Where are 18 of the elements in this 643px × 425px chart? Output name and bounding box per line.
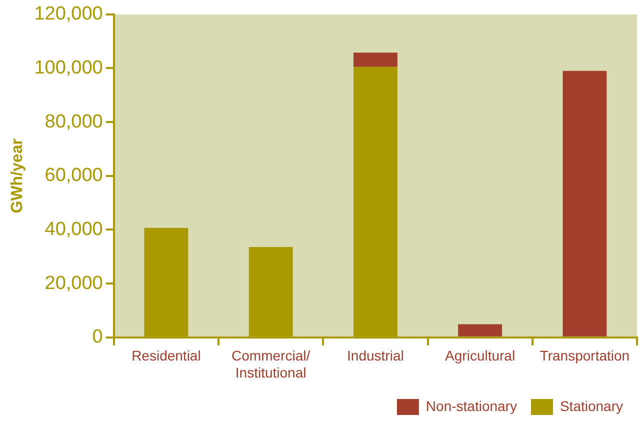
x-tick-label: Transportation bbox=[540, 348, 630, 364]
x-tick-label: Industrial bbox=[347, 348, 404, 364]
y-tick-label: 0 bbox=[92, 326, 103, 348]
x-tick-label: Agricultural bbox=[445, 348, 516, 364]
legend-label: Stationary bbox=[560, 398, 624, 414]
y-axis-title: GWh/year bbox=[9, 138, 26, 214]
y-tick-label: 100,000 bbox=[34, 57, 103, 78]
bar bbox=[562, 70, 607, 336]
legend-label: Non-stationary bbox=[426, 398, 517, 414]
bar bbox=[353, 52, 398, 67]
y-tick-label: 20,000 bbox=[44, 272, 103, 294]
y-tick-label: 80,000 bbox=[44, 111, 103, 132]
x-tick-label: Residential bbox=[132, 348, 201, 364]
y-tick-label: 120,000 bbox=[34, 4, 103, 25]
y-tick-label: 40,000 bbox=[44, 218, 103, 240]
bar bbox=[458, 324, 502, 336]
x-tick-label: Commercial/Institutional bbox=[232, 348, 310, 380]
y-tick-label: 60,000 bbox=[44, 165, 103, 186]
